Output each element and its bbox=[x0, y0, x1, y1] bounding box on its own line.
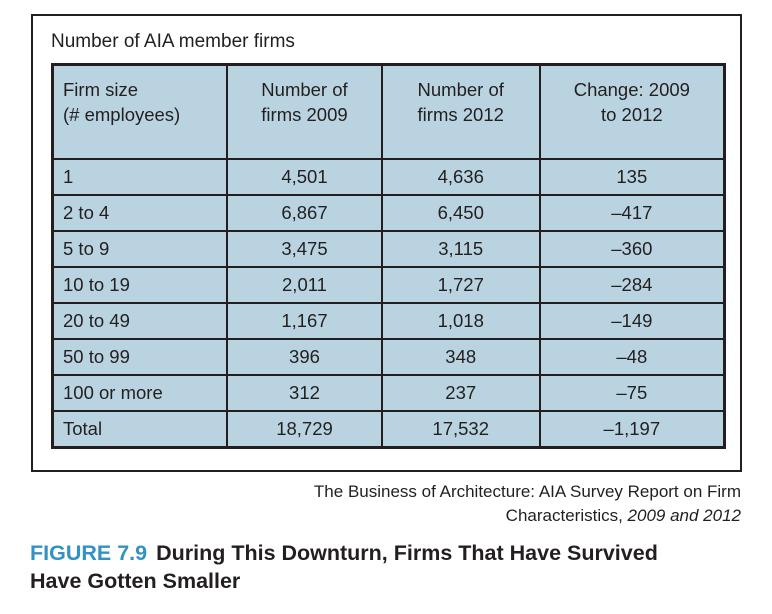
source-line-2-italic: 2009 and 2012 bbox=[627, 506, 741, 526]
cell-change: –417 bbox=[538, 194, 726, 233]
figure-panel: Number of AIA member firms Firm size (# … bbox=[31, 14, 742, 472]
cell-change: –360 bbox=[538, 230, 726, 269]
cell-firms-2012: 348 bbox=[380, 338, 541, 377]
table-row: 100 or more 312 237 –75 bbox=[51, 374, 726, 413]
table-row: 5 to 9 3,475 3,115 –360 bbox=[51, 230, 726, 269]
cell-firms-2012: 1,727 bbox=[380, 266, 541, 305]
cell-firm-size: 10 to 19 bbox=[51, 266, 229, 305]
table-row: 50 to 99 396 348 –48 bbox=[51, 338, 726, 377]
cell-firms-2012: 237 bbox=[380, 374, 541, 413]
source-citation: The Business of Architecture: AIA Survey… bbox=[314, 480, 741, 528]
column-header-firms-2009: Number of firms 2009 bbox=[226, 63, 383, 161]
cell-change: –1,197 bbox=[538, 410, 726, 449]
cell-firms-2009: 2,011 bbox=[226, 266, 383, 305]
cell-change: –48 bbox=[538, 338, 726, 377]
cell-firm-size: 20 to 49 bbox=[51, 302, 229, 341]
cell-firm-size: 2 to 4 bbox=[51, 194, 229, 233]
table-row-total: Total 18,729 17,532 –1,197 bbox=[51, 410, 726, 449]
cell-firms-2009: 312 bbox=[226, 374, 383, 413]
table-header-row: Firm size (# employees) Number of firms … bbox=[51, 63, 726, 161]
cell-firm-size: Total bbox=[51, 410, 229, 449]
cell-change: –149 bbox=[538, 302, 726, 341]
column-header-firms-2012: Number of firms 2012 bbox=[380, 63, 541, 161]
cell-change: –284 bbox=[538, 266, 726, 305]
figure-caption: FIGURE 7.9 During This Downturn, Firms Th… bbox=[30, 540, 685, 596]
cell-firms-2012: 6,450 bbox=[380, 194, 541, 233]
cell-firms-2009: 18,729 bbox=[226, 410, 383, 449]
cell-firms-2009: 1,167 bbox=[226, 302, 383, 341]
source-line-1: The Business of Architecture: AIA Survey… bbox=[313, 482, 741, 501]
source-line-2-regular: Characteristics, bbox=[505, 506, 628, 526]
table-row: 2 to 4 6,867 6,450 –417 bbox=[51, 194, 726, 233]
cell-firm-size: 100 or more bbox=[51, 374, 229, 413]
cell-firms-2009: 396 bbox=[226, 338, 383, 377]
column-header-change: Change: 2009 to 2012 bbox=[538, 63, 726, 161]
figure-number-label: FIGURE 7.9 bbox=[30, 541, 148, 565]
cell-firms-2012: 3,115 bbox=[380, 230, 541, 269]
cell-firms-2009: 4,501 bbox=[226, 158, 383, 197]
figure-caption-text: During This Downturn, Firms That Have Su… bbox=[30, 541, 658, 593]
cell-firms-2009: 3,475 bbox=[226, 230, 383, 269]
cell-firms-2012: 1,018 bbox=[380, 302, 541, 341]
table-row: 1 4,501 4,636 135 bbox=[51, 158, 726, 197]
table-row: 10 to 19 2,011 1,727 –284 bbox=[51, 266, 726, 305]
cell-firm-size: 50 to 99 bbox=[51, 338, 229, 377]
table-row: 20 to 49 1,167 1,018 –149 bbox=[51, 302, 726, 341]
cell-firm-size: 5 to 9 bbox=[51, 230, 229, 269]
cell-change: –75 bbox=[538, 374, 726, 413]
cell-firms-2009: 6,867 bbox=[226, 194, 383, 233]
cell-firms-2012: 4,636 bbox=[380, 158, 541, 197]
aia-member-firms-table: Firm size (# employees) Number of firms … bbox=[51, 62, 726, 449]
source-line-2: Characteristics, 2009 and 2012 bbox=[314, 504, 741, 528]
cell-change: 135 bbox=[538, 158, 726, 197]
cell-firm-size: 1 bbox=[51, 158, 229, 197]
table-title: Number of AIA member firms bbox=[51, 31, 295, 52]
column-header-firm-size: Firm size (# employees) bbox=[51, 63, 229, 161]
cell-firms-2012: 17,532 bbox=[380, 410, 541, 449]
